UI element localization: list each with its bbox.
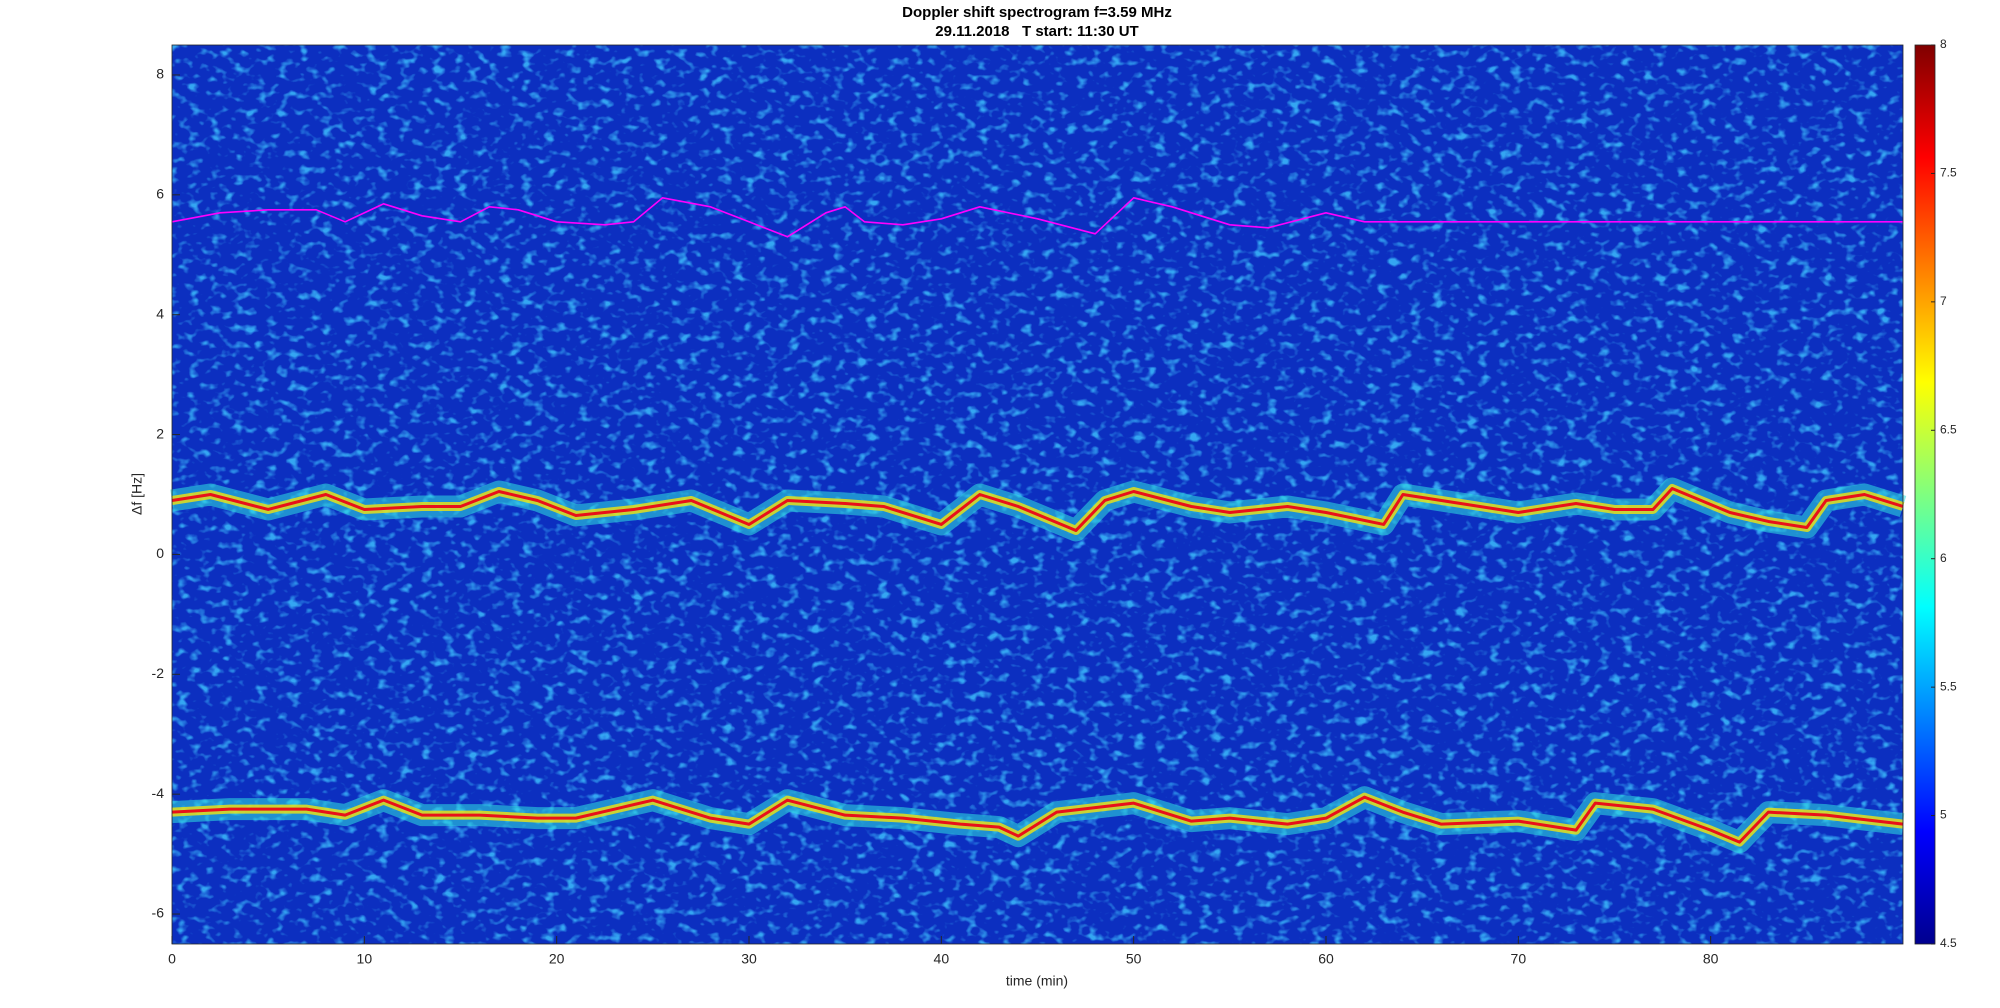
plot-frame bbox=[171, 44, 1904, 945]
y-tick-label: 8 bbox=[156, 66, 164, 82]
colorbar-tick-label: 7.5 bbox=[1940, 166, 1957, 180]
y-tick-label: -4 bbox=[152, 785, 165, 801]
y-tick-label: 4 bbox=[156, 305, 164, 321]
x-axis-label: time (min) bbox=[1006, 973, 1068, 989]
colorbar-tick-label: 6 bbox=[1940, 551, 1947, 565]
trace-line bbox=[171, 795, 1904, 844]
x-tick-label: 0 bbox=[168, 951, 176, 967]
colorbar-tick-label: 4.5 bbox=[1940, 936, 1957, 950]
y-tick-label: -2 bbox=[152, 665, 165, 681]
chart-subtitle: 29.11.2018 T start: 11:30 UT bbox=[935, 23, 1138, 40]
x-tick-label: 60 bbox=[1318, 951, 1334, 967]
x-tick-label: 40 bbox=[934, 951, 950, 967]
x-tick-label: 20 bbox=[549, 951, 565, 967]
colorbar-tick-label: 5.5 bbox=[1940, 679, 1957, 693]
colorbar-tick-label: 5 bbox=[1940, 808, 1947, 822]
x-tick-label: 80 bbox=[1703, 951, 1719, 967]
y-tick-label: -6 bbox=[152, 905, 165, 921]
y-axis-label: Δf [Hz] bbox=[129, 473, 145, 515]
x-tick-label: 50 bbox=[1126, 951, 1142, 967]
chart-title: Doppler shift spectrogram f=3.59 MHz bbox=[902, 4, 1172, 21]
trace-line bbox=[171, 197, 1903, 238]
colorbar-tick-label: 6.5 bbox=[1940, 422, 1957, 436]
colorbar bbox=[1914, 44, 1936, 945]
y-tick-label: 0 bbox=[156, 545, 164, 561]
x-tick-label: 10 bbox=[357, 951, 373, 967]
colorbar-tick-label: 8 bbox=[1940, 37, 1947, 51]
trace-line bbox=[171, 487, 1904, 532]
y-tick-label: 6 bbox=[156, 186, 164, 202]
colorbar-tick-label: 7 bbox=[1940, 294, 1947, 308]
x-tick-label: 70 bbox=[1511, 951, 1527, 967]
y-tick-label: 2 bbox=[156, 425, 164, 441]
x-tick-label: 30 bbox=[741, 951, 757, 967]
